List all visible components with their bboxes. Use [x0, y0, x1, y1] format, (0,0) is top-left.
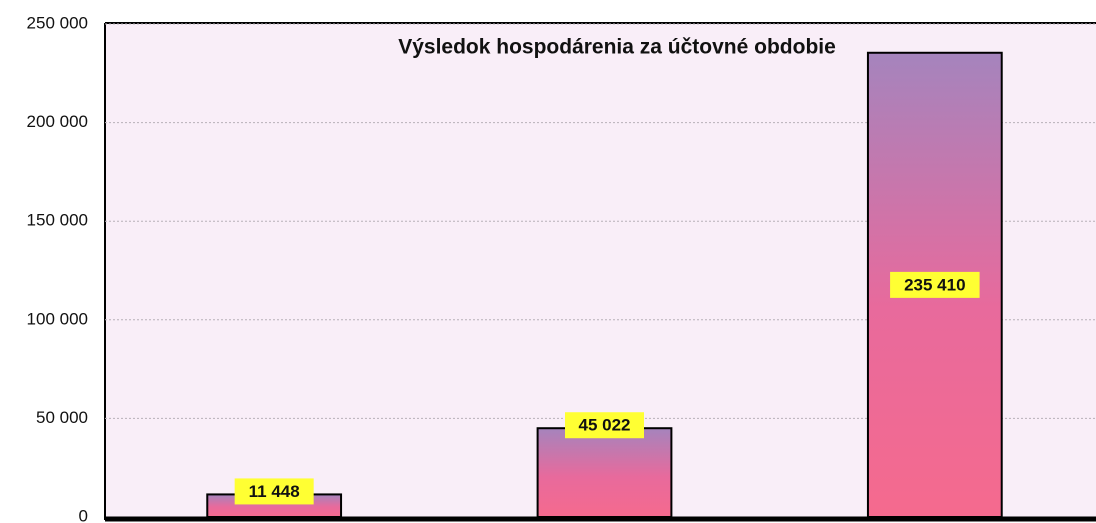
value-label-box — [234, 478, 314, 505]
value-label-box — [565, 412, 644, 439]
value-label-box — [890, 271, 980, 298]
y-tick-label: 250 000 — [27, 13, 88, 32]
y-tick-label: 0 — [79, 506, 88, 523]
y-tick-label: 50 000 — [36, 408, 88, 427]
value-label: 235 410 — [904, 275, 965, 294]
y-tick-label: 200 000 — [27, 112, 88, 131]
value-label: 45 022 — [579, 416, 631, 435]
y-tick-label: 100 000 — [27, 309, 88, 328]
value-label: 11 448 — [249, 482, 300, 501]
chart-title: Výsledok hospodárenia za účtovné obdobie — [398, 36, 836, 59]
y-tick-label: 150 000 — [27, 211, 88, 230]
bar — [536, 427, 673, 518]
